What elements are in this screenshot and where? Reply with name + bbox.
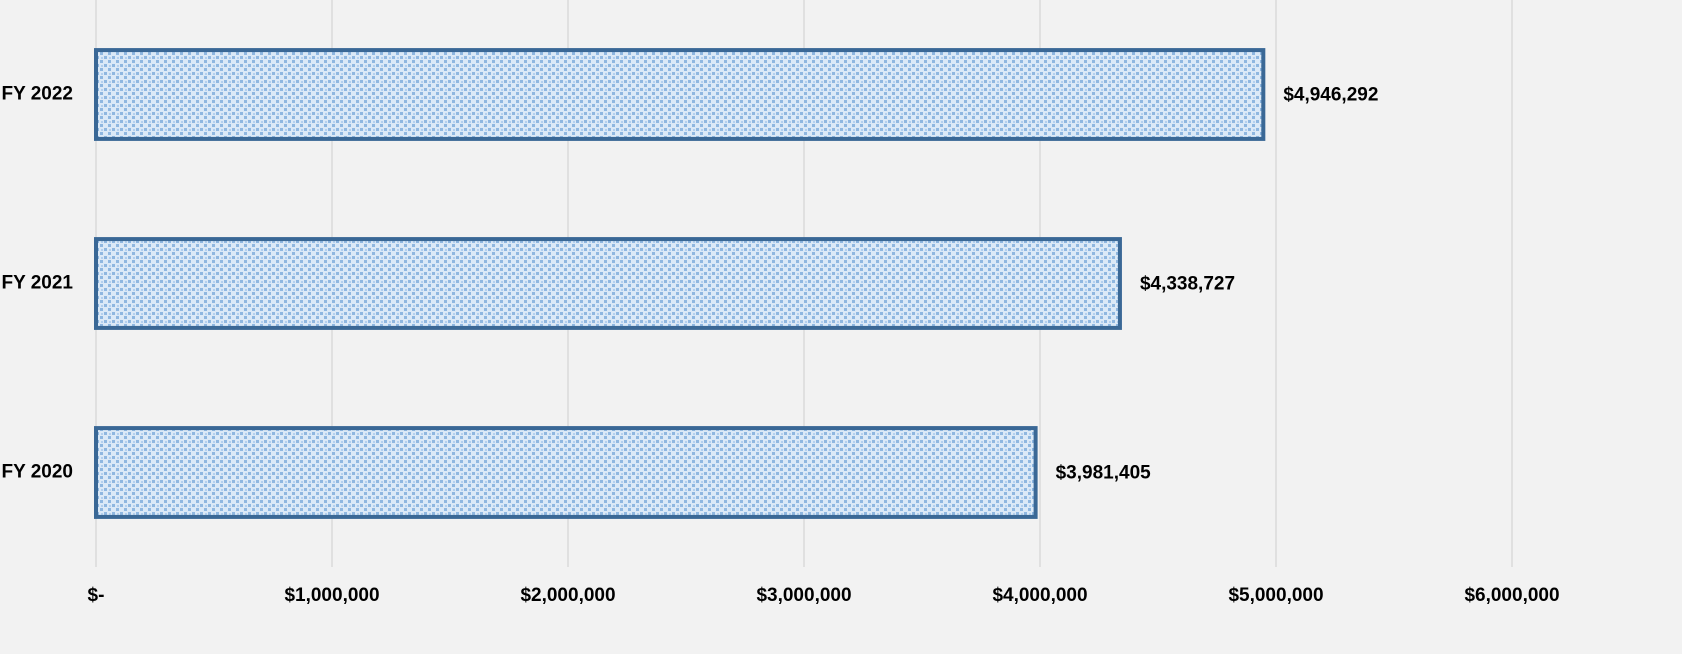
x-tick-label: $6,000,000 [1464, 585, 1559, 606]
x-tick-label: $1,000,000 [284, 585, 379, 606]
y-tick-label: FY 2020 [2, 462, 73, 483]
bar [94, 237, 1122, 330]
x-tick-label: $2,000,000 [520, 585, 615, 606]
data-label: $3,981,405 [1056, 463, 1152, 484]
x-tick-label: $4,000,000 [992, 585, 1087, 606]
bar [94, 426, 1038, 519]
x-tick-label: $3,000,000 [756, 585, 851, 606]
data-label: $4,338,727 [1140, 274, 1235, 295]
data-label: $4,946,292 [1283, 85, 1378, 106]
y-tick-label: FY 2021 [2, 273, 74, 294]
x-tick-label: $5,000,000 [1228, 585, 1323, 606]
x-tick-label: $- [88, 585, 105, 606]
y-tick-label: FY 2022 [2, 84, 73, 105]
bar [94, 48, 1266, 141]
